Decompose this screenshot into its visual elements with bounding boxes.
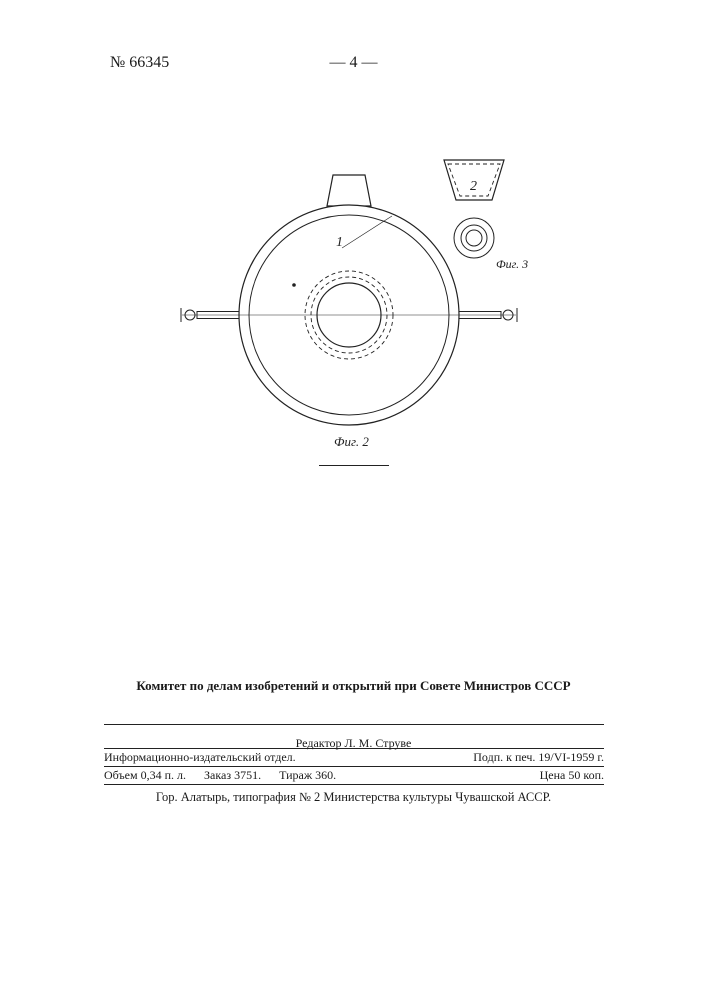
- meta-r1-a: Информационно-издательский отдел.: [104, 750, 296, 765]
- committee-line: Комитет по делам изобретений и открытий …: [0, 678, 707, 694]
- svg-text:2: 2: [470, 179, 477, 194]
- meta-table: Информационно-издательский отдел. Подп. …: [104, 748, 604, 785]
- meta-r2-a: Объем 0,34 п. л.: [104, 768, 186, 783]
- printer-line: Гор. Алатырь, типография № 2 Министерств…: [0, 790, 707, 805]
- meta-r2-b: Заказ 3751.: [204, 768, 261, 783]
- meta-r1-b: Подп. к печ. 19/VI-1959 г.: [473, 750, 604, 765]
- short-rule: [319, 465, 389, 466]
- meta-row-2: Объем 0,34 п. л. Заказ 3751. Тираж 360. …: [104, 766, 604, 784]
- svg-text:Фиг. 2: Фиг. 2: [334, 434, 369, 449]
- meta-r2-d: Цена 50 коп.: [540, 768, 604, 783]
- svg-text:1: 1: [336, 235, 343, 250]
- page-marker: — 4 —: [0, 54, 707, 72]
- page: № 66345 — 4 — 2Фиг. 31Фиг. 2 Комитет по …: [0, 0, 707, 1000]
- meta-row-1: Информационно-издательский отдел. Подп. …: [104, 749, 604, 766]
- meta-r2-c: Тираж 360.: [279, 768, 336, 783]
- svg-text:Фиг. 3: Фиг. 3: [496, 257, 528, 271]
- rule-above-editor: [104, 724, 604, 725]
- diagram: 2 Фиг. 3 1 Фиг. 2: [144, 130, 564, 450]
